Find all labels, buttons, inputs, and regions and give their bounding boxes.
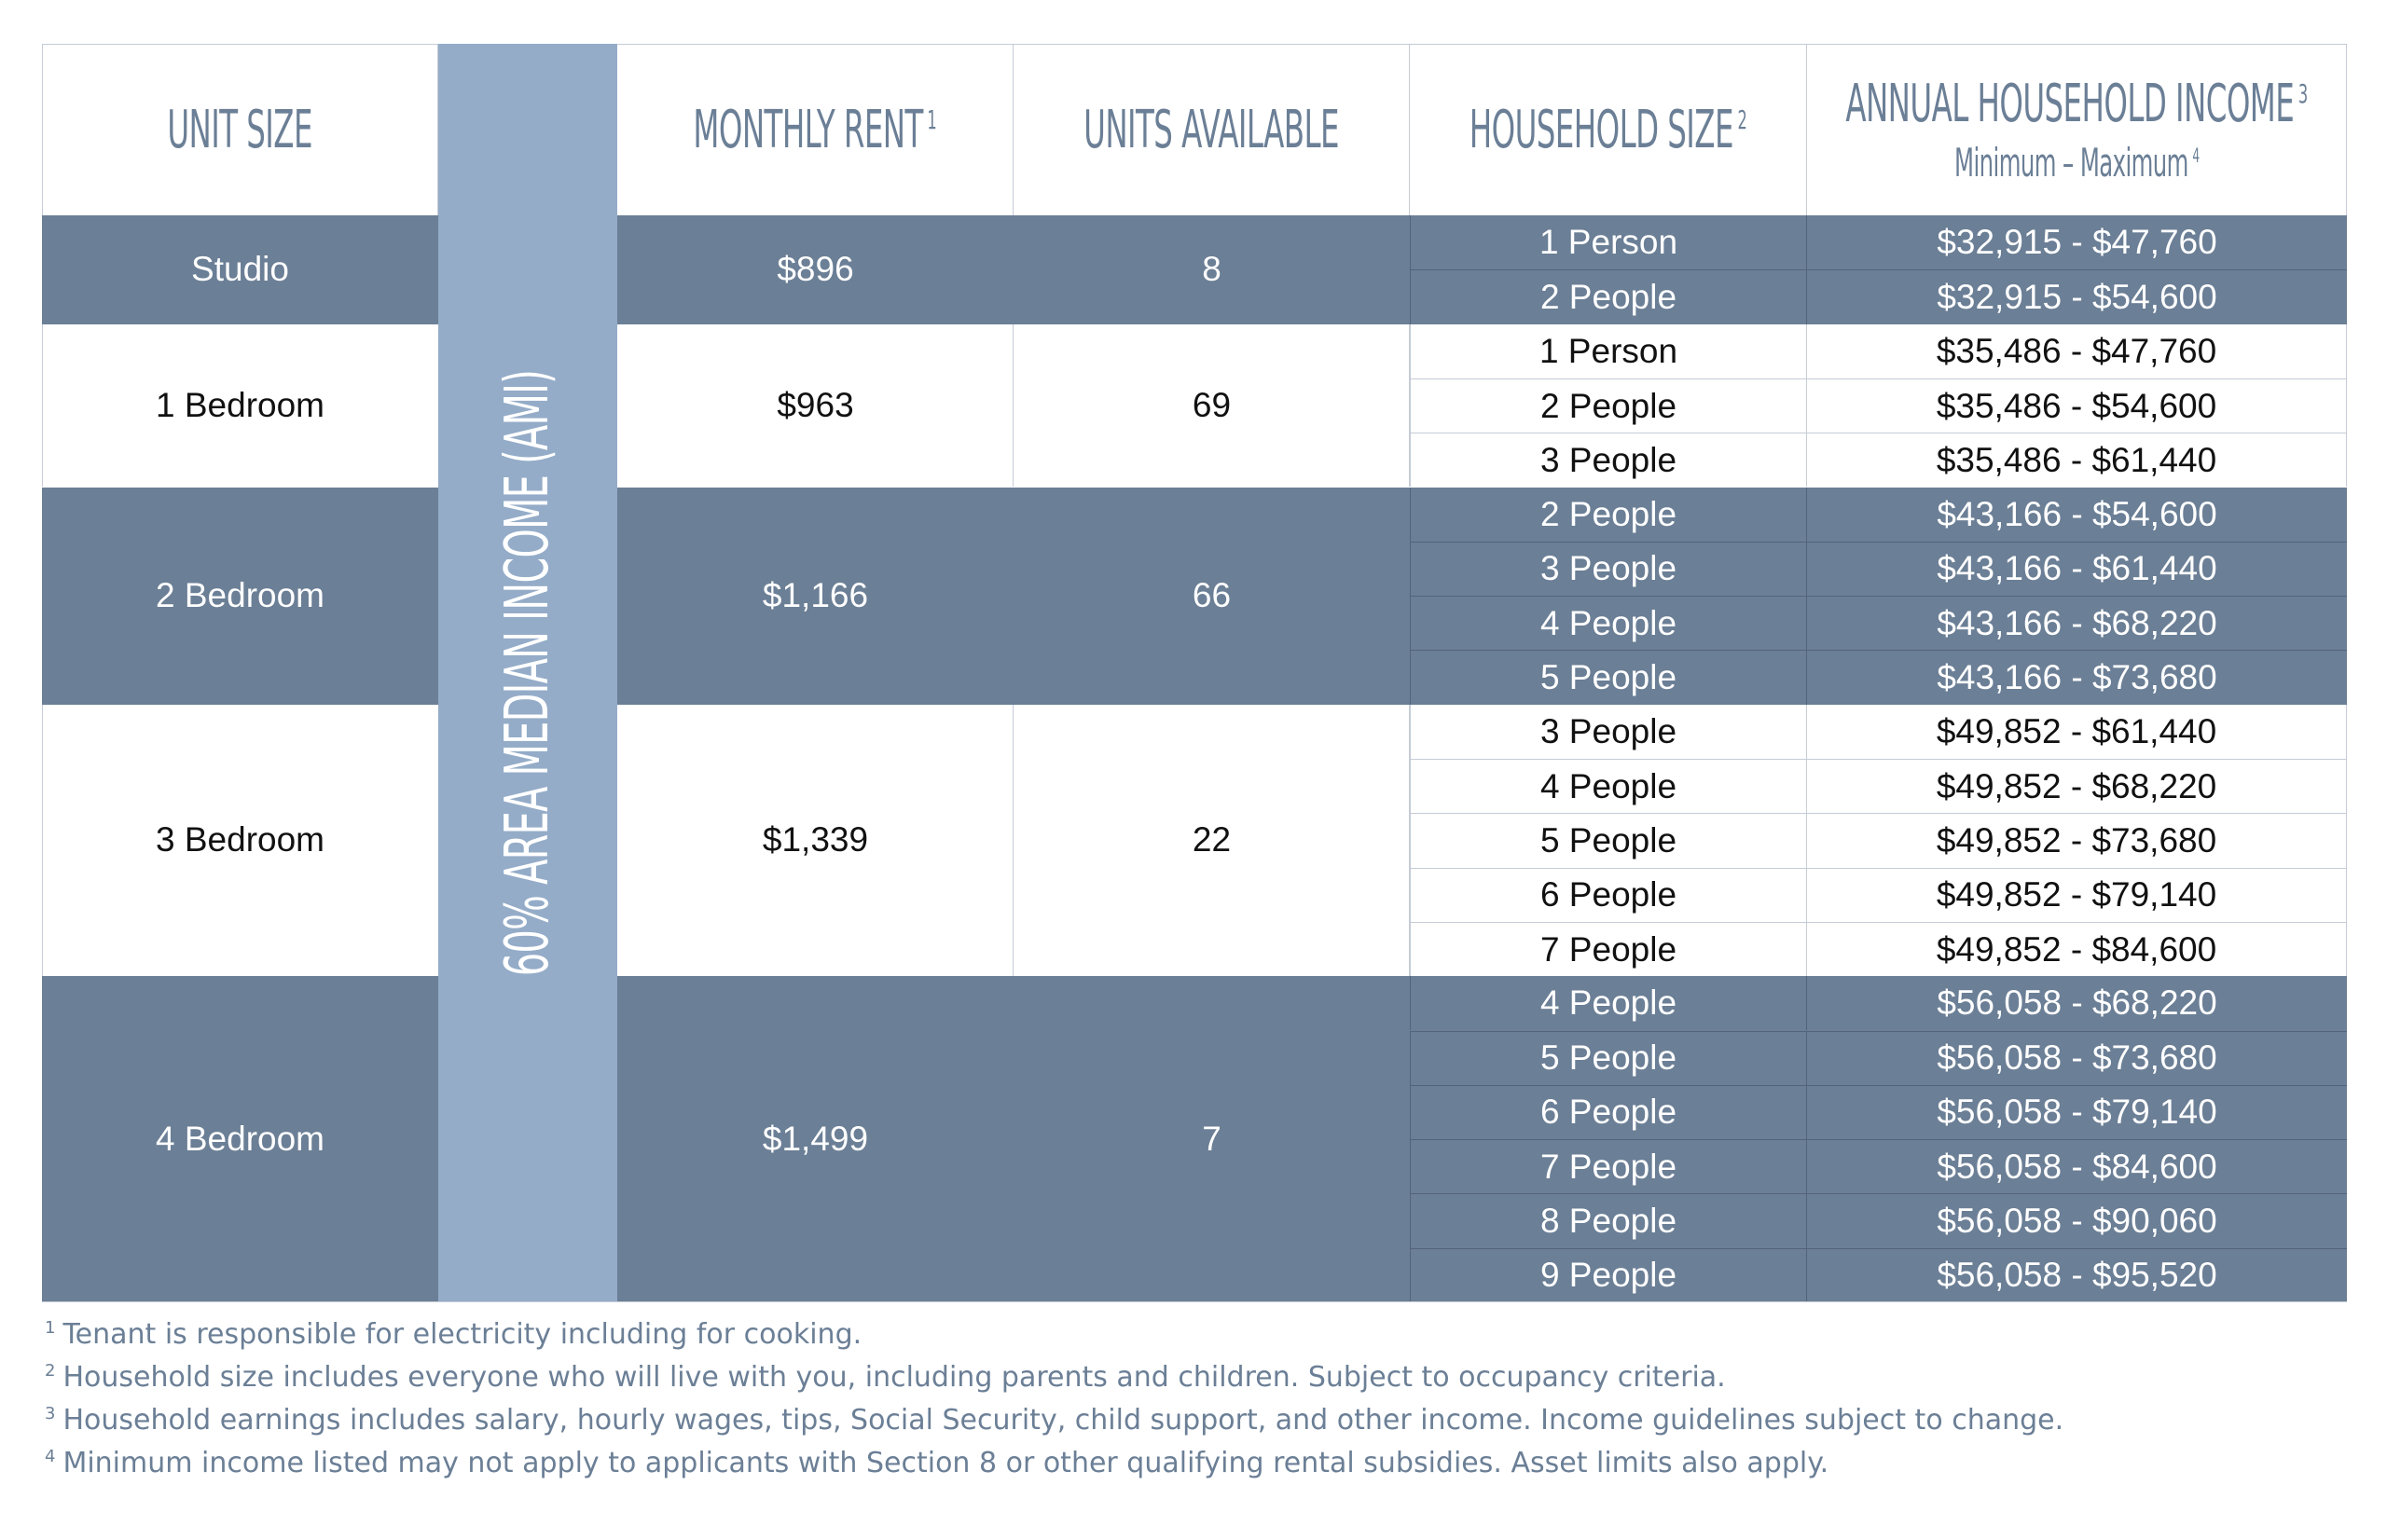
footnote-text: Minimum income listed may not apply to a… xyxy=(62,1447,1829,1479)
units-available-cell: 8 xyxy=(1202,250,1221,289)
income-table: UNIT SIZE MONTHLY RENT 1 UNITS AVAILABLE … xyxy=(42,44,2347,1302)
household-size-cell: 5 People xyxy=(1410,813,1807,868)
units-available-cell: 69 xyxy=(1192,386,1232,425)
monthly-rent-cell: $896 xyxy=(777,250,854,289)
header-annual-income-label: ANNUAL HOUSEHOLD INCOME 3 xyxy=(1845,73,2308,134)
footnote-mark: 3 xyxy=(2297,77,2308,109)
unit-size-cell: Studio xyxy=(191,250,289,289)
annual-income-cell: $56,058 - $84,600 xyxy=(1807,1139,2347,1193)
header-units-available-label: UNITS AVAILABLE xyxy=(1083,99,1339,160)
header-unit-size-label: UNIT SIZE xyxy=(167,99,313,160)
header-monthly-rent-label: MONTHLY RENT 1 xyxy=(693,99,937,160)
monthly-rent-cell: $1,499 xyxy=(762,1120,869,1159)
household-size-cell: 7 People xyxy=(1410,1139,1807,1194)
annual-income-cell: $56,058 - $79,140 xyxy=(1807,1084,2347,1139)
annual-income-cell: $32,915 - $54,600 xyxy=(1807,269,2347,323)
unit-size-cell: 2 Bedroom xyxy=(156,576,324,615)
annual-income-cell: $35,486 - $47,760 xyxy=(1807,323,2347,378)
household-size-cell: 5 People xyxy=(1410,1030,1807,1085)
unit-size-cell: 1 Bedroom xyxy=(156,386,324,425)
household-size-cell: 8 People xyxy=(1410,1193,1807,1248)
monthly-rent-cell: $1,339 xyxy=(762,820,869,859)
unit-size-cell: 4 Bedroom xyxy=(156,1120,324,1159)
footnote-text: Household size includes everyone who wil… xyxy=(62,1361,1726,1394)
units-available-cell: 22 xyxy=(1192,820,1232,859)
annual-income-cell: $56,058 - $68,220 xyxy=(1937,983,2217,1023)
monthly-rent-cell: $963 xyxy=(777,386,854,425)
header-unit-size: UNIT SIZE xyxy=(42,44,438,215)
annual-income-cell: $56,058 - $95,520 xyxy=(1807,1247,2347,1302)
monthly-rent-cell: $1,166 xyxy=(762,576,869,615)
household-size-cell: 1 Person xyxy=(1410,215,1807,270)
household-size-cell: 9 People xyxy=(1410,1247,1807,1302)
table-bottom-rule xyxy=(42,1301,2347,1302)
footnote-mark: 4 xyxy=(2192,144,2200,167)
column-divider xyxy=(1014,323,1410,488)
column-divider xyxy=(617,704,1014,977)
household-size-cell: 7 People xyxy=(1410,921,1807,977)
table-row-band xyxy=(42,976,2347,1302)
footnote-mark: 3 xyxy=(45,1404,56,1423)
footnote: 3 Household earnings includes salary, hou… xyxy=(45,1396,2339,1438)
annual-income-cell: $56,058 - $73,680 xyxy=(1807,1030,2347,1085)
household-size-cell: 4 People xyxy=(1410,759,1807,814)
annual-income-cell: $49,852 - $68,220 xyxy=(1807,759,2347,814)
annual-income-cell: $49,852 - $61,440 xyxy=(1807,704,2347,759)
annual-income-cell: $43,166 - $61,440 xyxy=(1807,541,2347,596)
annual-income-cell: $49,852 - $79,140 xyxy=(1807,867,2347,922)
header-annual-income-sublabel: Minimum – Maximum 4 xyxy=(1953,139,2200,186)
household-size-cell: 2 People xyxy=(1410,487,1807,542)
household-size-cell: 6 People xyxy=(1410,1084,1807,1140)
ami-column: 60% AREA MEDIAN INCOME (AMI) xyxy=(438,44,617,1302)
footnote: 1 Tenant is responsible for electricity i… xyxy=(45,1310,2339,1353)
annual-income-cell: $35,486 - $54,600 xyxy=(1807,378,2347,433)
footnote-mark: 2 xyxy=(45,1361,56,1381)
household-size-cell: 1 Person xyxy=(1410,323,1807,378)
annual-income-cell: $35,486 - $61,440 xyxy=(1807,433,2347,488)
footnote-mark: 2 xyxy=(1737,103,1747,135)
footnote-mark: 1 xyxy=(927,103,937,135)
unit-size-cell: 3 Bedroom xyxy=(156,820,324,859)
annual-income-cell: $49,852 - $73,680 xyxy=(1807,813,2347,868)
column-divider xyxy=(617,323,1014,488)
header-annual-income: ANNUAL HOUSEHOLD INCOME 3 Minimum – Maxim… xyxy=(1807,44,2347,215)
header-monthly-rent: MONTHLY RENT 1 xyxy=(617,44,1014,215)
ami-label: 60% AREA MEDIAN INCOME (AMI) xyxy=(493,369,562,977)
household-size-cell: 6 People xyxy=(1410,867,1807,922)
household-size-cell: 4 People xyxy=(1410,976,1807,1031)
household-size-cell: 3 People xyxy=(1410,541,1807,597)
footnote: 4 Minimum income listed may not apply to … xyxy=(45,1438,2339,1481)
household-size-cell: 2 People xyxy=(1410,378,1807,433)
annual-income-cell: $43,166 - $68,220 xyxy=(1807,596,2347,650)
annual-income-cell: $43,166 - $54,600 xyxy=(1937,494,2217,533)
header-household-size: HOUSEHOLD SIZE 2 xyxy=(1410,44,1807,215)
household-size-cell: 5 People xyxy=(1410,650,1807,705)
footnote-mark: 1 xyxy=(45,1318,56,1338)
column-divider xyxy=(1014,704,1410,977)
footnote-text: Household earnings includes salary, hour… xyxy=(62,1404,2064,1437)
household-size-cell: 4 People xyxy=(1410,596,1807,651)
annual-income-cell: $49,852 - $84,600 xyxy=(1807,921,2347,977)
header-units-available: UNITS AVAILABLE xyxy=(1014,44,1410,215)
header-household-size-label: HOUSEHOLD SIZE 2 xyxy=(1469,99,1747,160)
annual-income-cell: $32,915 - $47,760 xyxy=(1937,223,2217,262)
units-available-cell: 7 xyxy=(1202,1120,1221,1159)
annual-income-cell: $56,058 - $90,060 xyxy=(1807,1193,2347,1247)
household-size-cell: 3 People xyxy=(1410,704,1807,759)
footnote-text: Tenant is responsible for electricity in… xyxy=(62,1318,862,1351)
units-available-cell: 66 xyxy=(1192,576,1232,615)
footnote: 2 Household size includes everyone who wi… xyxy=(45,1353,2339,1396)
annual-income-cell: $43,166 - $73,680 xyxy=(1807,650,2347,704)
household-size-cell: 3 People xyxy=(1410,433,1807,488)
footnotes: 1 Tenant is responsible for electricity i… xyxy=(45,1310,2339,1481)
footnote-mark: 4 xyxy=(45,1447,56,1466)
household-size-cell: 2 People xyxy=(1410,269,1807,324)
